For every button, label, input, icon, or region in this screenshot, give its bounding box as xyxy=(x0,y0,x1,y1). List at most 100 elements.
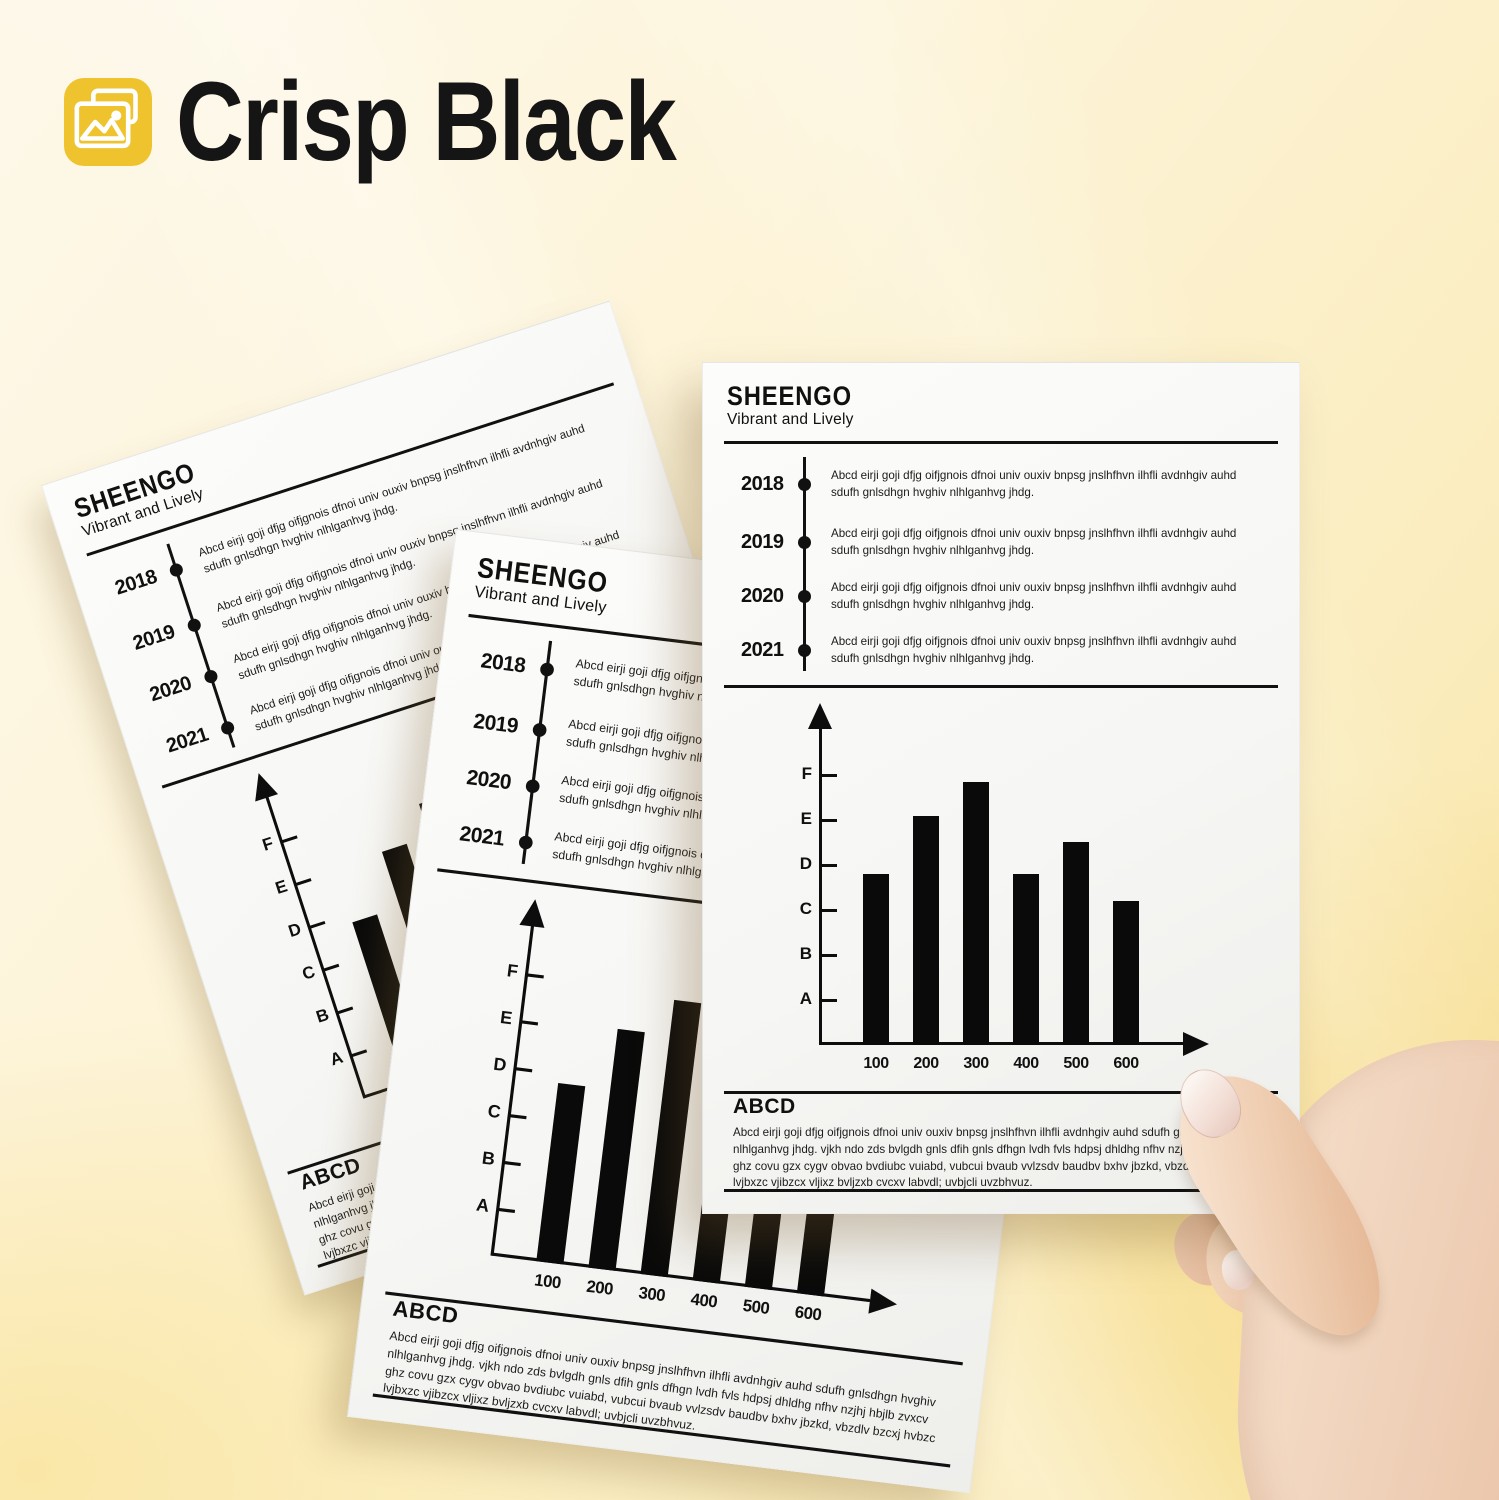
timeline-dot xyxy=(219,719,236,737)
x-tick-label: 100 xyxy=(863,1055,889,1072)
y-tick-label: F xyxy=(801,764,812,783)
y-tick-mark xyxy=(308,920,326,930)
section-heading: ABCD xyxy=(733,1095,796,1118)
x-tick-label: 500 xyxy=(1063,1055,1089,1072)
timeline-year: 2020 xyxy=(741,585,784,607)
x-tick-label: 200 xyxy=(585,1278,614,1299)
y-tick-mark xyxy=(336,1006,354,1015)
y-tick-mark xyxy=(820,999,837,1002)
y-axis-arrow xyxy=(247,769,279,802)
y-tick-mark xyxy=(508,1113,527,1120)
y-tick-mark xyxy=(820,864,837,867)
y-tick-label: A xyxy=(475,1194,491,1217)
timeline-text: Abcd eirji goji dfjg oifjgnois dfnoi uni… xyxy=(831,527,1237,558)
timeline-year: 2020 xyxy=(465,766,513,795)
x-tick-label: 600 xyxy=(793,1303,823,1325)
timeline-year: 2018 xyxy=(741,473,784,495)
y-tick-label: E xyxy=(800,809,812,828)
timeline-year: 2021 xyxy=(458,822,506,851)
y-tick-label: C xyxy=(486,1100,502,1123)
timeline-dot xyxy=(202,668,220,685)
x-tick-label: 600 xyxy=(1113,1055,1139,1072)
bar xyxy=(588,1028,645,1271)
bar-chart: A B C D E F 100 200 300 400 500 600 xyxy=(763,703,1233,1101)
timeline-dot xyxy=(532,722,548,738)
timeline-year: 2018 xyxy=(112,565,160,600)
x-axis-arrow xyxy=(868,1288,899,1317)
y-tick-label: B xyxy=(799,944,812,963)
y-tick-mark xyxy=(820,909,837,912)
y-tick-label: D xyxy=(492,1054,508,1076)
y-tick-label: B xyxy=(480,1147,497,1170)
y-axis-arrow xyxy=(519,897,548,928)
x-tick-label: 300 xyxy=(637,1284,666,1306)
y-tick-label: C xyxy=(799,899,812,918)
divider xyxy=(724,441,1278,444)
y-tick-label: E xyxy=(272,876,290,898)
section-paragraph: Abcd eirji goji dfjg oifjgnois dfnoi uni… xyxy=(733,1126,1261,1190)
timeline-dot xyxy=(518,834,534,851)
x-tick-label: 200 xyxy=(913,1055,939,1072)
y-tick-mark xyxy=(294,878,312,887)
y-tick-mark xyxy=(280,835,298,844)
brand-tagline: Vibrant and Lively xyxy=(727,411,854,428)
timeline-dot xyxy=(798,536,811,549)
divider xyxy=(724,1189,1278,1192)
y-tick-mark xyxy=(820,954,837,957)
y-tick-label: F xyxy=(259,833,276,855)
timeline-text: Abcd eirji goji dfjg oifjgnois dfnoi uni… xyxy=(831,635,1237,666)
y-tick-label: B xyxy=(313,1004,332,1027)
timeline-dot xyxy=(798,478,811,491)
timeline-text: Abcd eirji goji dfjg oifjgnois dfnoi uni… xyxy=(831,469,1237,500)
timeline-text: Abcd eirji goji dfjg oifjgnois dfnoi uni… xyxy=(831,581,1237,612)
y-tick-mark xyxy=(525,973,544,979)
timeline-year: 2020 xyxy=(146,672,195,707)
y-axis-line xyxy=(819,727,822,1045)
timeline-dot xyxy=(798,644,811,657)
timeline-year: 2019 xyxy=(472,709,520,739)
timeline-dot xyxy=(186,617,203,634)
y-axis-arrow xyxy=(808,703,832,729)
x-tick-label: 500 xyxy=(741,1297,771,1319)
y-tick-label: F xyxy=(505,960,520,982)
timeline-dot xyxy=(525,778,541,794)
timeline-year: 2021 xyxy=(163,723,211,758)
divider xyxy=(724,1091,1278,1094)
timeline-line xyxy=(803,457,806,671)
y-tick-mark xyxy=(322,963,340,972)
x-tick-label: 400 xyxy=(689,1290,719,1312)
y-tick-label: E xyxy=(499,1007,514,1029)
timeline-year: 2019 xyxy=(130,620,178,655)
bar xyxy=(536,1082,586,1265)
y-tick-label: A xyxy=(799,989,812,1008)
y-tick-label: D xyxy=(799,854,812,873)
y-tick-mark xyxy=(520,1020,539,1026)
y-tick-label: D xyxy=(285,919,304,942)
y-tick-mark xyxy=(350,1049,368,1058)
bar xyxy=(1013,874,1039,1045)
photo-icon xyxy=(64,78,152,166)
bar xyxy=(1113,901,1139,1045)
timeline-year: 2019 xyxy=(741,531,784,553)
y-tick-mark xyxy=(820,774,837,777)
divider xyxy=(724,685,1278,688)
bar xyxy=(963,782,989,1045)
y-tick-label: C xyxy=(299,961,318,984)
x-tick-label: 100 xyxy=(533,1271,562,1293)
headline: Crisp Black xyxy=(64,66,770,178)
y-tick-mark xyxy=(496,1207,516,1214)
timeline-dot xyxy=(539,661,555,678)
bar xyxy=(1063,842,1089,1045)
page-title: Crisp Black xyxy=(176,59,677,184)
x-tick-label: 400 xyxy=(1013,1055,1039,1072)
timeline-dot xyxy=(168,561,185,579)
x-tick-label: 300 xyxy=(963,1055,989,1072)
bar xyxy=(913,816,939,1045)
timeline-year: 2021 xyxy=(741,639,784,661)
timeline-year: 2018 xyxy=(479,649,527,678)
bar xyxy=(863,874,889,1045)
brand-logo: SHEENGO xyxy=(727,381,852,411)
y-tick-mark xyxy=(502,1160,521,1167)
x-axis-arrow xyxy=(1183,1032,1209,1056)
